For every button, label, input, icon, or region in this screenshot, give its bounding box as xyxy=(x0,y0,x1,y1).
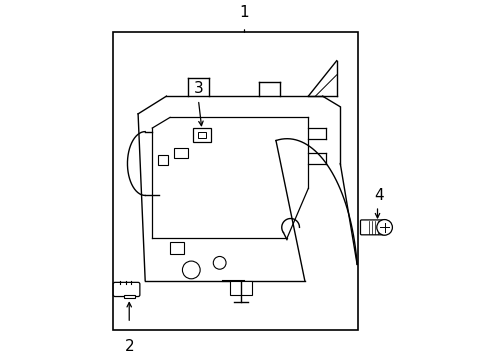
Circle shape xyxy=(213,256,225,269)
Text: 4: 4 xyxy=(374,188,383,203)
Bar xyxy=(230,280,251,295)
Bar xyxy=(123,295,134,298)
Text: 3: 3 xyxy=(193,81,203,96)
Text: 2: 2 xyxy=(124,339,134,354)
Bar xyxy=(157,155,168,165)
Circle shape xyxy=(182,261,200,279)
Bar xyxy=(173,148,187,158)
Circle shape xyxy=(376,220,391,235)
FancyBboxPatch shape xyxy=(113,282,140,297)
Bar xyxy=(113,32,357,330)
Bar xyxy=(197,132,206,138)
Text: 1: 1 xyxy=(239,5,249,20)
Bar xyxy=(193,128,210,142)
Bar xyxy=(170,242,184,254)
FancyBboxPatch shape xyxy=(360,220,385,235)
